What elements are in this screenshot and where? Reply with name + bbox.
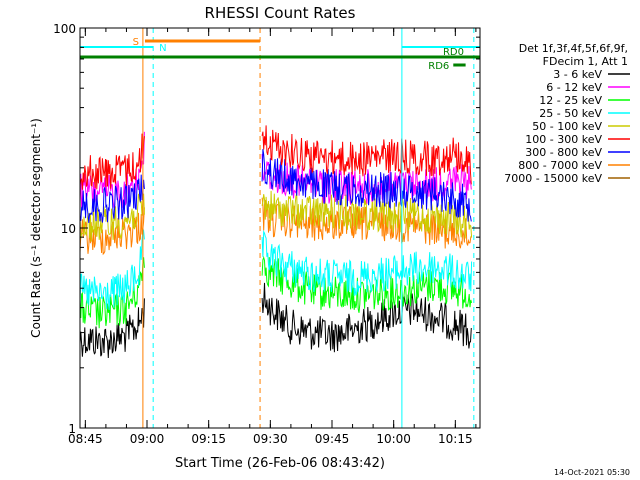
- x-tick-label-6: 10:00: [376, 432, 411, 446]
- series-12-25-kev-post: [261, 255, 473, 313]
- x-tick-label-2: 09:00: [130, 432, 165, 446]
- series-3-6-kev-post: [261, 282, 472, 353]
- legend-label-7000-15000-kev: 7000 - 15000 keV: [504, 172, 602, 185]
- series-100-300-kev-post: [261, 125, 472, 185]
- annotation-label-n: N: [159, 43, 166, 54]
- legend-label-25-50-kev: 25 - 50 keV: [539, 107, 602, 120]
- y-tick-label-1: 1: [68, 422, 76, 436]
- legend-label-800-7000-kev: 800 - 7000 keV: [518, 159, 602, 172]
- series-6-12-kev-post: [261, 153, 472, 205]
- legend-label-12-25-kev: 12 - 25 keV: [539, 94, 602, 107]
- annotation-label-rd0: RD0: [443, 47, 464, 58]
- series-50-100-kev-post: [261, 190, 473, 239]
- legend-label-50-100-kev: 50 - 100 keV: [532, 120, 602, 133]
- axes: 08:45 09:00 09:15 09:30 09:45 10:00 10:15 1 10 10…: [53, 22, 481, 446]
- legend-label-6-12-kev: 6 - 12 keV: [546, 81, 602, 94]
- plot-area: [79, 125, 473, 359]
- annotation-label-s: S: [133, 37, 139, 48]
- x-tick-label-1: 08:45: [68, 432, 103, 446]
- series-25-50-kev-pre: [79, 229, 145, 311]
- x-tick-label-3: 09:15: [191, 432, 226, 446]
- generation-timestamp: 14-Oct-2021 05:30: [554, 468, 630, 477]
- y-axis-label: Count Rate (s⁻¹ detector segment⁻¹): [29, 118, 43, 338]
- x-tick-label-4: 09:30: [253, 432, 288, 446]
- x-tick-label-7: 10:15: [438, 432, 473, 446]
- legend-header-line-1: Det 1f,3f,4f,5f,6f,9f,: [519, 42, 628, 55]
- annotation-label-rd6: RD6: [428, 61, 449, 72]
- legend: Det 1f,3f,4f,5f,6f,9f, FDecim 1, Att 1 3…: [504, 42, 630, 185]
- series-50-100-kev-pre: [79, 193, 145, 242]
- y-tick-label-3: 100: [53, 22, 76, 36]
- x-axis-label: Start Time (26-Feb-06 08:43:42): [175, 456, 385, 471]
- legend-header-line-2: FDecim 1, Att 1: [543, 55, 628, 68]
- y-tick-label-2: 10: [61, 222, 76, 236]
- chart-title: RHESSI Count Rates: [205, 4, 356, 22]
- series-300-800-kev-post: [261, 149, 472, 222]
- series-3-6-kev-pre: [79, 298, 145, 359]
- legend-label-100-300-kev: 100 - 300 keV: [525, 133, 602, 146]
- series-300-800-kev-pre: [79, 174, 145, 224]
- series-25-50-kev-post: [261, 229, 473, 297]
- legend-label-300-800-kev: 300 - 800 keV: [525, 146, 602, 159]
- series-100-300-kev-pre: [79, 133, 145, 190]
- x-tick-label-5: 09:45: [315, 432, 350, 446]
- legend-label-3-6-kev: 3 - 6 keV: [553, 68, 602, 81]
